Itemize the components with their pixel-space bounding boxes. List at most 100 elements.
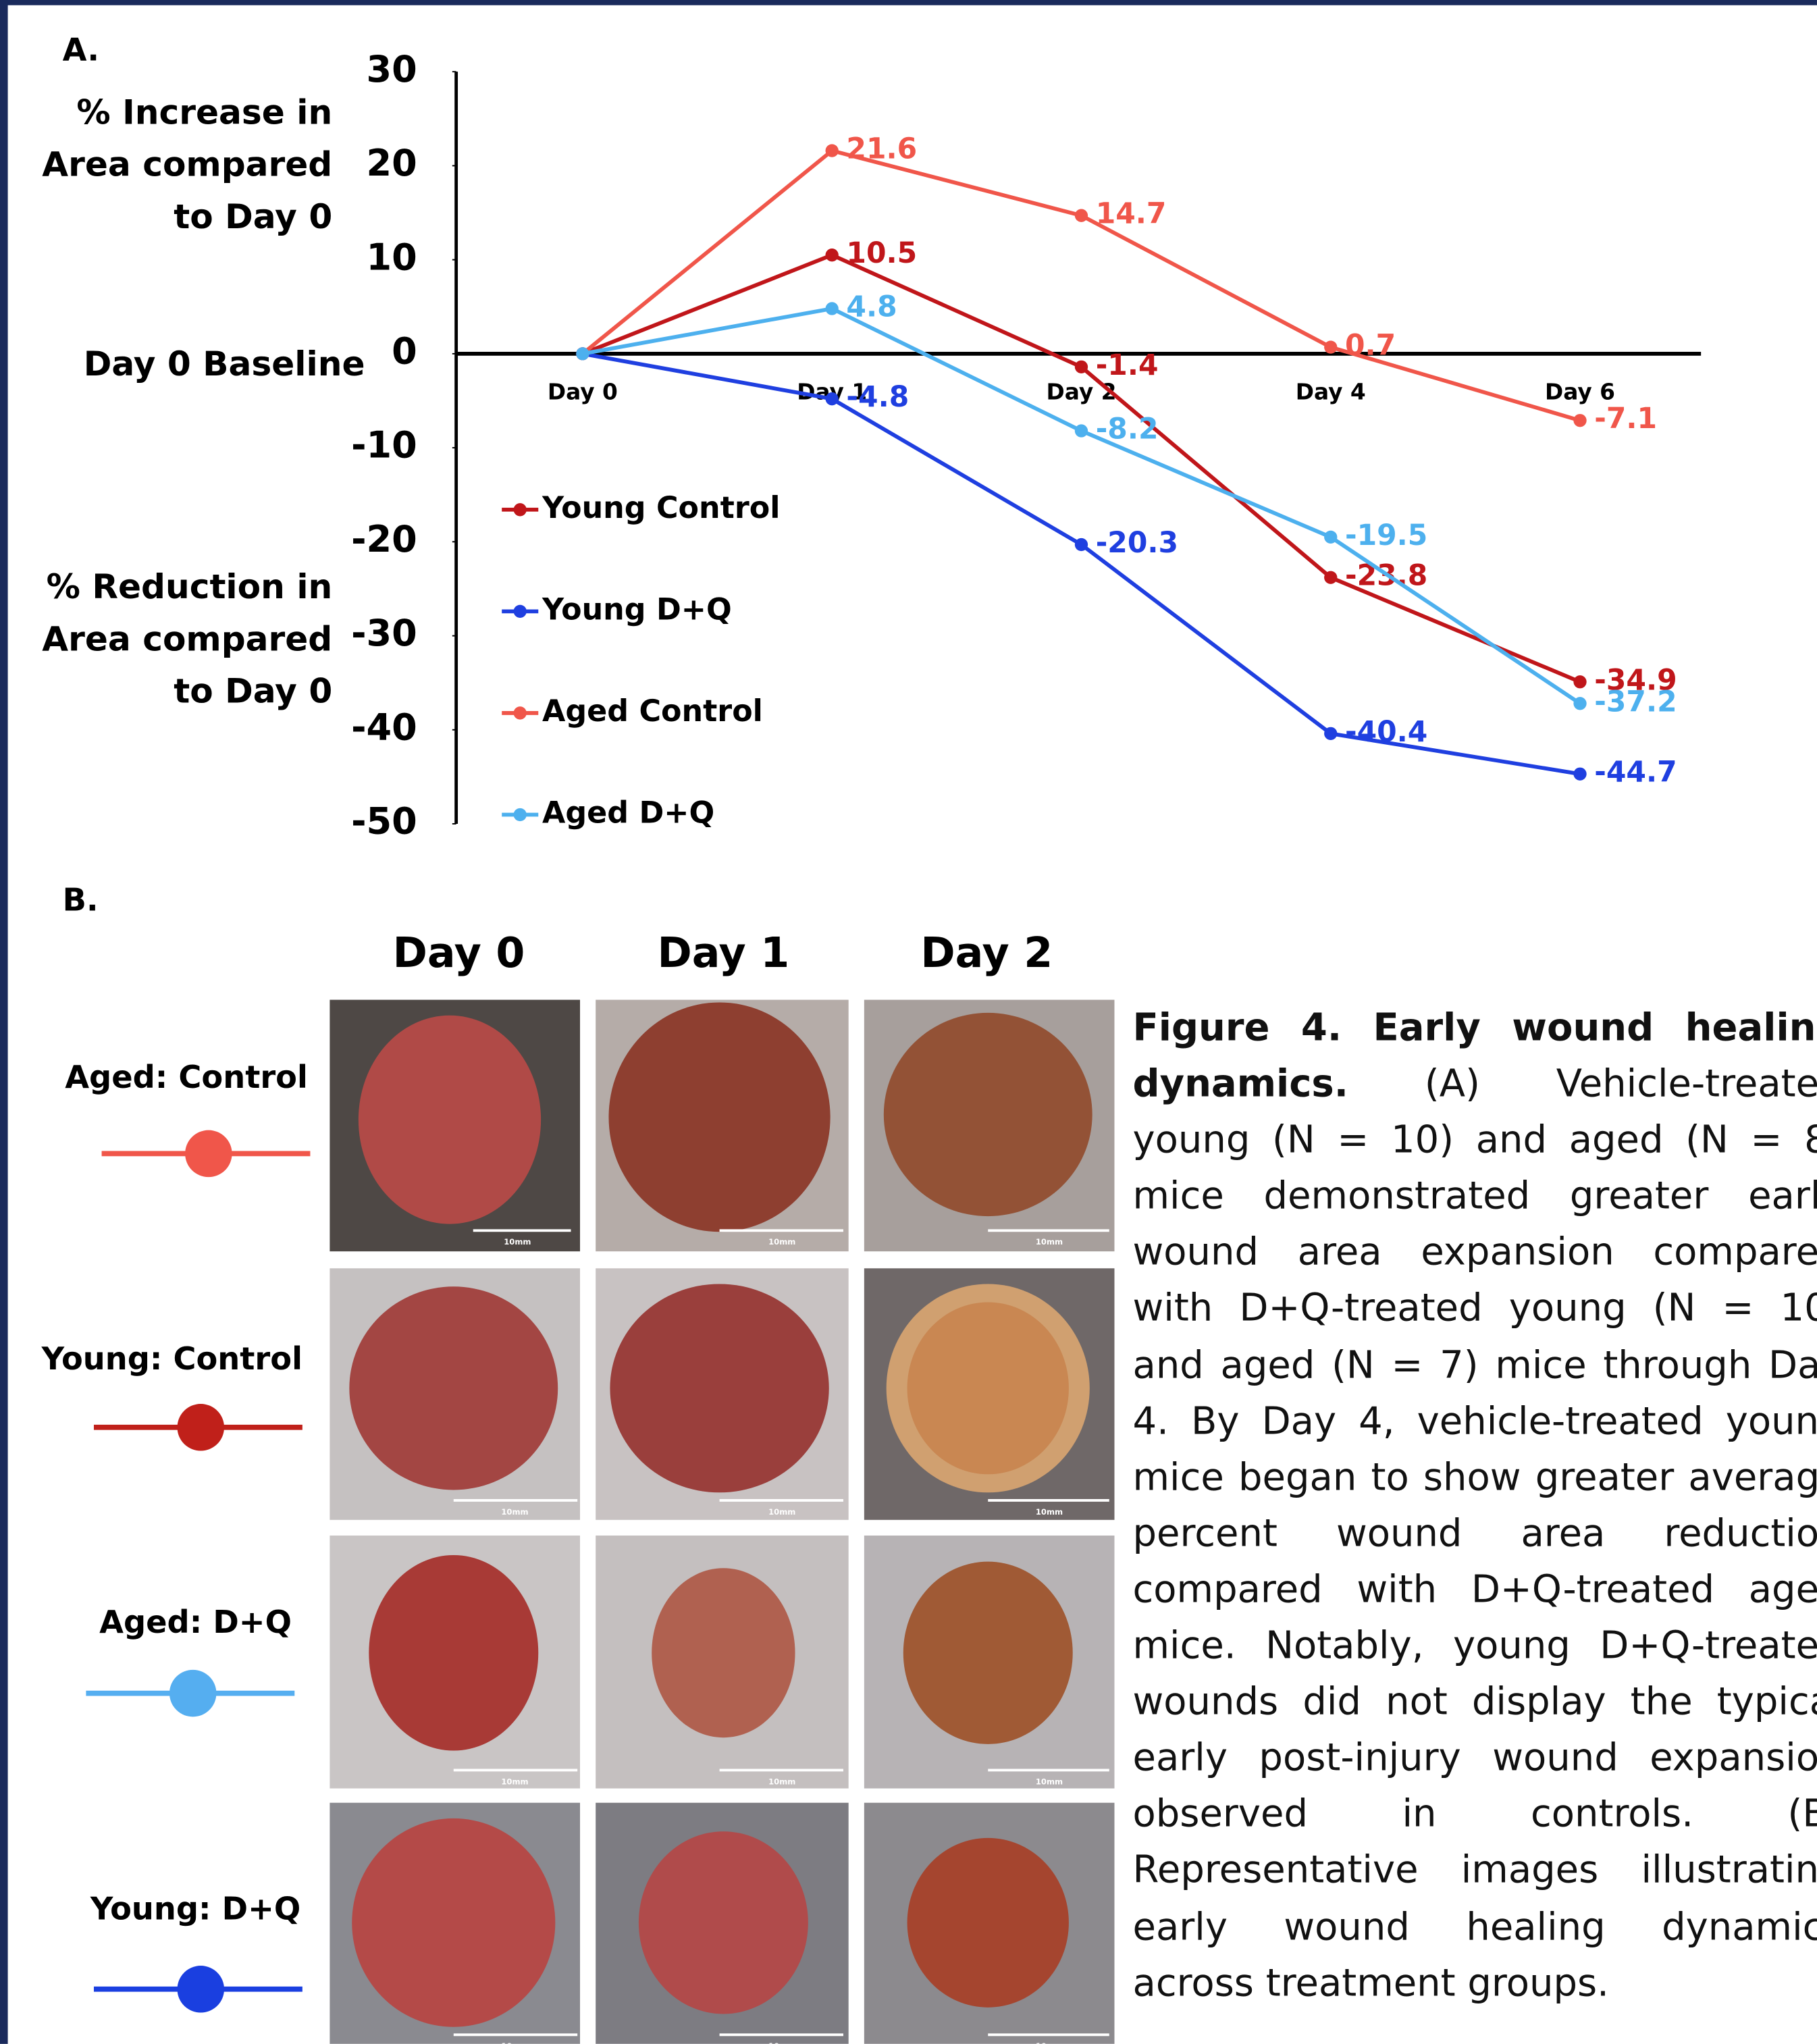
legend-marker xyxy=(514,706,527,719)
data-point xyxy=(1573,675,1586,688)
y-tick-label: 20 xyxy=(367,142,417,184)
group-marker xyxy=(178,1404,224,1450)
row-label: Aged: Control xyxy=(65,1059,308,1095)
y-tick-label: -50 xyxy=(351,800,417,843)
legend-label: Aged D+Q xyxy=(542,796,714,831)
data-point xyxy=(1573,697,1586,710)
x-tick-label: Day 0 xyxy=(548,379,618,404)
y-axis-label: to Day 0 xyxy=(174,671,332,710)
data-label: -19.5 xyxy=(1345,519,1427,552)
svg-text:10mm: 10mm xyxy=(501,1507,528,1517)
data-point xyxy=(1573,768,1586,781)
wound-photo: 10mm xyxy=(596,1000,848,1252)
data-label: -4.8 xyxy=(846,381,909,414)
group-marker xyxy=(169,1670,216,1717)
legend-marker xyxy=(514,808,527,821)
svg-text:10mm: 10mm xyxy=(501,1777,528,1786)
y-tick-label: -30 xyxy=(351,612,417,654)
series-line xyxy=(583,255,1580,682)
row-label: Young: D+Q xyxy=(90,1890,300,1927)
data-point xyxy=(1075,209,1088,222)
data-label: -8.2 xyxy=(1096,413,1159,446)
data-label: -1.4 xyxy=(1096,349,1159,382)
line-chart: -50 -40 -30 -20 -10 0 10 20 30 % Increase in Area … xyxy=(42,48,1701,843)
y-axis-label: % Reduction in xyxy=(47,567,333,606)
column-header: Day 2 xyxy=(920,928,1053,977)
data-label: -37.2 xyxy=(1594,685,1677,718)
y-axis-label: to Day 0 xyxy=(174,196,332,236)
y-tick-label: -20 xyxy=(351,518,417,560)
svg-text:10mm: 10mm xyxy=(768,2041,795,2044)
y-tick-label: 10 xyxy=(367,236,417,278)
y-tick-label: -40 xyxy=(351,706,417,748)
svg-text:10mm: 10mm xyxy=(1036,2041,1063,2044)
data-point xyxy=(826,302,839,315)
wound-photo: 10mm xyxy=(596,1803,848,2044)
data-point xyxy=(1324,727,1337,740)
svg-text:10mm: 10mm xyxy=(1036,1777,1063,1786)
data-label: 4.8 xyxy=(846,291,897,324)
wound-photo: 10mm xyxy=(864,1000,1115,1252)
data-point xyxy=(1324,531,1337,544)
y-tick-label: 0 xyxy=(392,330,417,373)
y-axis-label: Area compared xyxy=(42,145,332,184)
data-label: 0.7 xyxy=(1345,330,1396,363)
data-label: -40.4 xyxy=(1345,716,1427,749)
data-point xyxy=(1075,361,1088,373)
data-point xyxy=(576,347,589,360)
legend-marker xyxy=(514,605,527,618)
column-header: Day 1 xyxy=(657,928,789,977)
y-tick-label: -10 xyxy=(351,424,417,467)
data-point xyxy=(826,392,839,405)
panel-label: A. xyxy=(63,32,99,68)
svg-text:10mm: 10mm xyxy=(504,1237,531,1247)
legend-label: Aged Control xyxy=(542,694,763,729)
legend-label: Young Control xyxy=(542,491,780,525)
wound-photo: 10mm xyxy=(330,1268,580,1520)
data-label: 14.7 xyxy=(1096,198,1167,231)
data-point xyxy=(826,248,839,261)
svg-text:10mm: 10mm xyxy=(768,1237,795,1247)
caption-text: (A) Vehicle-treated young (N = 10) and a… xyxy=(1133,1062,1817,2005)
svg-text:10mm: 10mm xyxy=(501,2041,528,2044)
wound-photo: 10mm xyxy=(864,1803,1115,2044)
column-header: Day 0 xyxy=(393,928,525,977)
svg-text:10mm: 10mm xyxy=(1036,1237,1063,1247)
wound-photo: 10mm xyxy=(864,1536,1115,1788)
svg-text:10mm: 10mm xyxy=(768,1777,795,1786)
data-point xyxy=(1075,424,1088,437)
x-tick-label: Day 6 xyxy=(1545,379,1615,404)
data-point xyxy=(1324,340,1337,353)
svg-text:10mm: 10mm xyxy=(1036,1507,1063,1517)
data-label: 21.6 xyxy=(846,133,917,166)
panel-label: B. xyxy=(63,881,99,918)
data-point xyxy=(1324,571,1337,584)
data-label: -20.3 xyxy=(1096,527,1178,560)
group-marker xyxy=(185,1130,232,1177)
wound-photo: 10mm xyxy=(330,1000,580,1252)
data-point xyxy=(1075,538,1088,551)
y-axis-label: Day 0 Baseline xyxy=(84,344,365,384)
wound-photo: 10mm xyxy=(330,1536,580,1788)
legend-marker xyxy=(514,503,527,516)
legend-label: Young D+Q xyxy=(542,592,732,627)
svg-text:10mm: 10mm xyxy=(768,1507,795,1517)
wound-photo: 10mm xyxy=(596,1536,848,1788)
data-label: 10.5 xyxy=(846,237,917,270)
y-axis-label: Area compared xyxy=(42,619,332,658)
row-label: Young: Control xyxy=(41,1340,302,1377)
data-point xyxy=(1573,414,1586,427)
data-label: -7.1 xyxy=(1594,402,1657,436)
caption: Figure 4. Early wound healing dynamics. … xyxy=(1133,1000,1817,2011)
y-tick-label: 30 xyxy=(367,48,417,90)
figure-page: A. -50 -40 -30 -20 -10 0 10 20 30 % Increase in Ar… xyxy=(0,0,1817,2044)
row-label: Aged: D+Q xyxy=(99,1604,292,1640)
y-axis-label: % Increase in xyxy=(76,92,332,132)
data-label: -44.7 xyxy=(1594,756,1677,789)
wound-photo: 10mm xyxy=(864,1268,1115,1520)
wound-photo: 10mm xyxy=(596,1268,848,1520)
x-tick-label: Day 2 xyxy=(1046,379,1116,404)
x-tick-label: Day 4 xyxy=(1296,379,1366,404)
data-point xyxy=(826,144,839,157)
wound-photo: 10mm xyxy=(330,1803,580,2044)
